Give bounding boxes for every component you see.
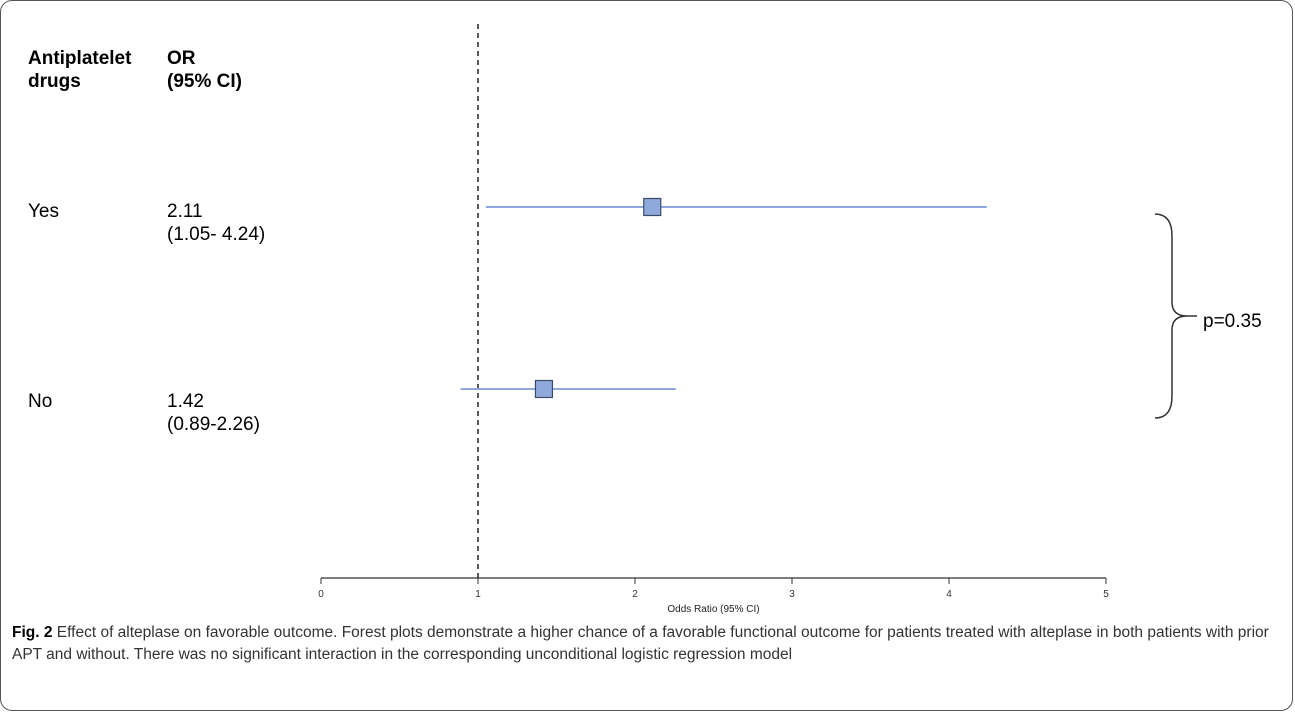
x-tick-label-1: 1 bbox=[475, 589, 481, 600]
col-header-or-line2: (95% CI) bbox=[167, 71, 242, 92]
row-or-no-value: 1.42 bbox=[167, 391, 204, 412]
or-marker-no bbox=[534, 379, 554, 399]
or-marker-yes bbox=[643, 197, 662, 217]
x-axis-label: Odds Ratio (95% CI) bbox=[667, 604, 759, 615]
x-tick-label-5: 5 bbox=[1103, 589, 1109, 600]
x-tick-label-4: 4 bbox=[946, 589, 952, 600]
x-axis-ticks: 0 1 2 3 4 5 bbox=[318, 578, 1109, 600]
col-header-or: OR (95% CI) bbox=[167, 47, 242, 93]
col-header-drugs: Antiplatelet drugs bbox=[28, 47, 131, 93]
row-or-yes: 2.11 (1.05- 4.24) bbox=[167, 200, 265, 246]
caption-label: Fig. 2 bbox=[12, 624, 53, 641]
x-tick-label-2: 2 bbox=[632, 589, 638, 600]
caption-text: Effect of alteplase on favorable outcome… bbox=[12, 624, 1269, 663]
interaction-brace bbox=[1154, 213, 1197, 419]
forest-plot: 0 1 2 3 4 5 Odds Ratio (95% CI) bbox=[318, 24, 1197, 615]
x-tick-label-0: 0 bbox=[318, 589, 324, 600]
row-or-yes-value: 2.11 bbox=[167, 201, 203, 222]
row-or-no: 1.42 (0.89-2.26) bbox=[167, 390, 260, 436]
col-header-drugs-line2: drugs bbox=[28, 71, 81, 92]
col-header-or-line1: OR bbox=[167, 48, 196, 69]
col-header-drugs-line1: Antiplatelet bbox=[28, 48, 132, 69]
interaction-p-value: p=0.35 bbox=[1203, 311, 1262, 332]
figure-caption: Fig. 2 Effect of alteplase on favorable … bbox=[12, 622, 1282, 666]
row-label-yes: Yes bbox=[28, 201, 59, 222]
row-label-no: No bbox=[28, 391, 53, 412]
forest-marks bbox=[460, 197, 987, 399]
x-tick-label-3: 3 bbox=[789, 589, 795, 600]
row-or-yes-ci: (1.05- 4.24) bbox=[167, 224, 266, 245]
row-or-no-ci: (0.89-2.26) bbox=[167, 414, 260, 435]
